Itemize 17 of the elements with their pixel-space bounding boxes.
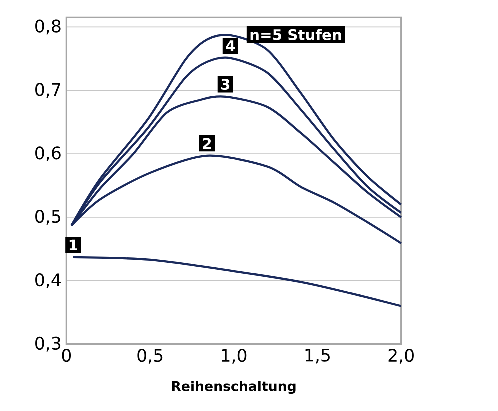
y-tick-label: 0,6 <box>36 146 61 162</box>
y-tick-label: 0,4 <box>36 273 61 288</box>
series-label: 4 <box>226 40 236 52</box>
series-label: 1 <box>70 240 78 250</box>
x-tick-label: 0,5 <box>138 349 163 364</box>
series-label: 3 <box>222 78 230 90</box>
x-tick-label: 2,0 <box>388 349 414 364</box>
series-label: n=5 Stufen <box>250 29 342 40</box>
y-tick-label: 0,7 <box>36 83 60 98</box>
x-axis-title: Reihenschaltung <box>172 381 296 394</box>
y-tick-label: 0,8 <box>36 20 61 35</box>
y-tick-label: 0,5 <box>36 210 60 225</box>
x-tick-label: 1,5 <box>306 349 330 364</box>
x-tick-label: 1,0 <box>222 349 247 364</box>
series-label: 2 <box>203 138 212 150</box>
y-tick-label: 0,3 <box>36 336 61 352</box>
x-tick-label: 0 <box>62 349 72 362</box>
